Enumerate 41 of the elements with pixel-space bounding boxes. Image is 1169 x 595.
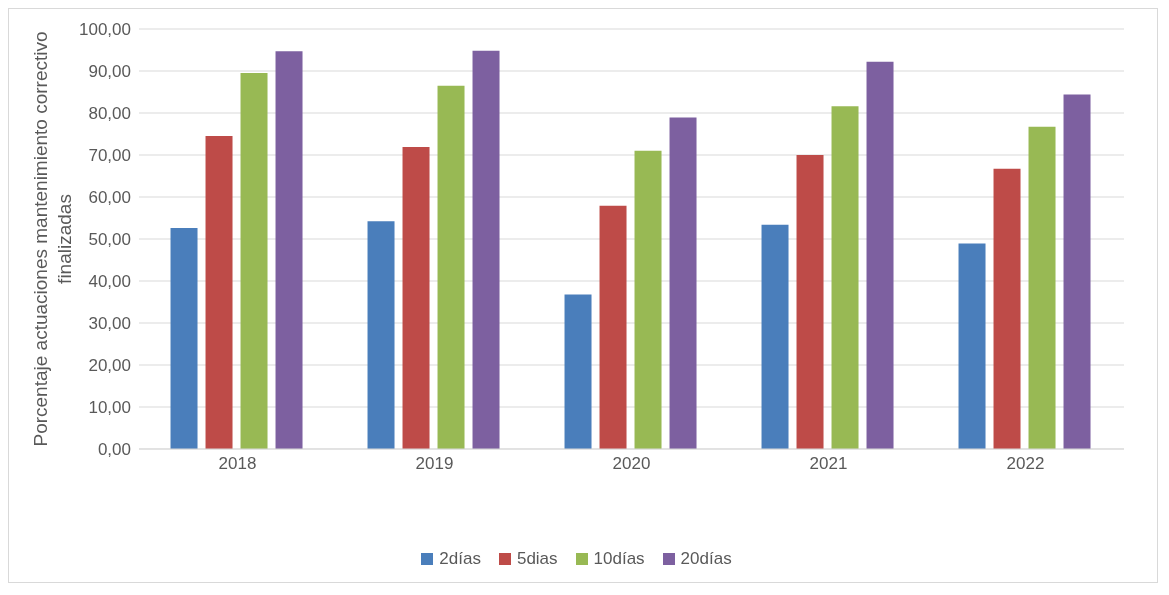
bar: [367, 221, 395, 449]
y-tick-label: 70,00: [88, 146, 131, 166]
bar: [761, 224, 789, 449]
bar: [993, 168, 1021, 449]
bar: [472, 50, 500, 449]
y-tick-label: 90,00: [88, 62, 131, 82]
bar: [958, 243, 986, 449]
x-tick-label: 2022: [1006, 454, 1045, 474]
y-axis-title: Porcentaje actuaciones mantenimiento correctivo finalizadas: [30, 31, 75, 447]
bar: [866, 61, 894, 449]
bar: [170, 228, 198, 449]
bar: [1028, 126, 1056, 449]
y-tick-label: 0,00: [97, 440, 131, 460]
y-tick-label: 20,00: [88, 356, 131, 376]
bar: [240, 73, 268, 449]
y-tick-label: 100,00: [79, 20, 131, 40]
y-tick-label: 80,00: [88, 104, 131, 124]
x-tick-label: 2020: [612, 454, 651, 474]
legend-label: 5dias: [515, 549, 558, 569]
y-tick-label: 10,00: [88, 398, 131, 418]
bar: [831, 106, 859, 449]
legend-label: 20días: [679, 549, 732, 569]
legend-label: 10días: [592, 549, 645, 569]
bar: [669, 117, 697, 449]
x-tick-label: 2019: [415, 454, 454, 474]
y-tick-label: 40,00: [88, 272, 131, 292]
bar: [275, 51, 303, 449]
bar: [437, 85, 465, 449]
bar: [599, 205, 627, 449]
bar: [1063, 94, 1091, 449]
bar: [634, 150, 662, 449]
x-tick-label: 2021: [809, 454, 848, 474]
bar: [402, 147, 430, 449]
x-tick-label: 2018: [218, 454, 257, 474]
bar: [564, 294, 592, 449]
y-tick-label: 60,00: [88, 188, 131, 208]
legend-label: 2días: [438, 549, 481, 569]
y-tick-label: 50,00: [88, 230, 131, 250]
y-tick-label: 30,00: [88, 314, 131, 334]
bar: [796, 155, 824, 449]
bar: [205, 136, 233, 449]
